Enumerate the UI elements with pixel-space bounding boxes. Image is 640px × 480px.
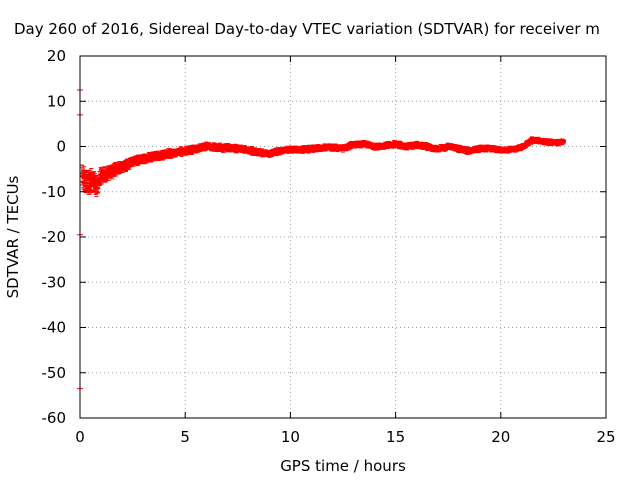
grid-lines: [80, 56, 606, 418]
data-points: [77, 89, 566, 390]
